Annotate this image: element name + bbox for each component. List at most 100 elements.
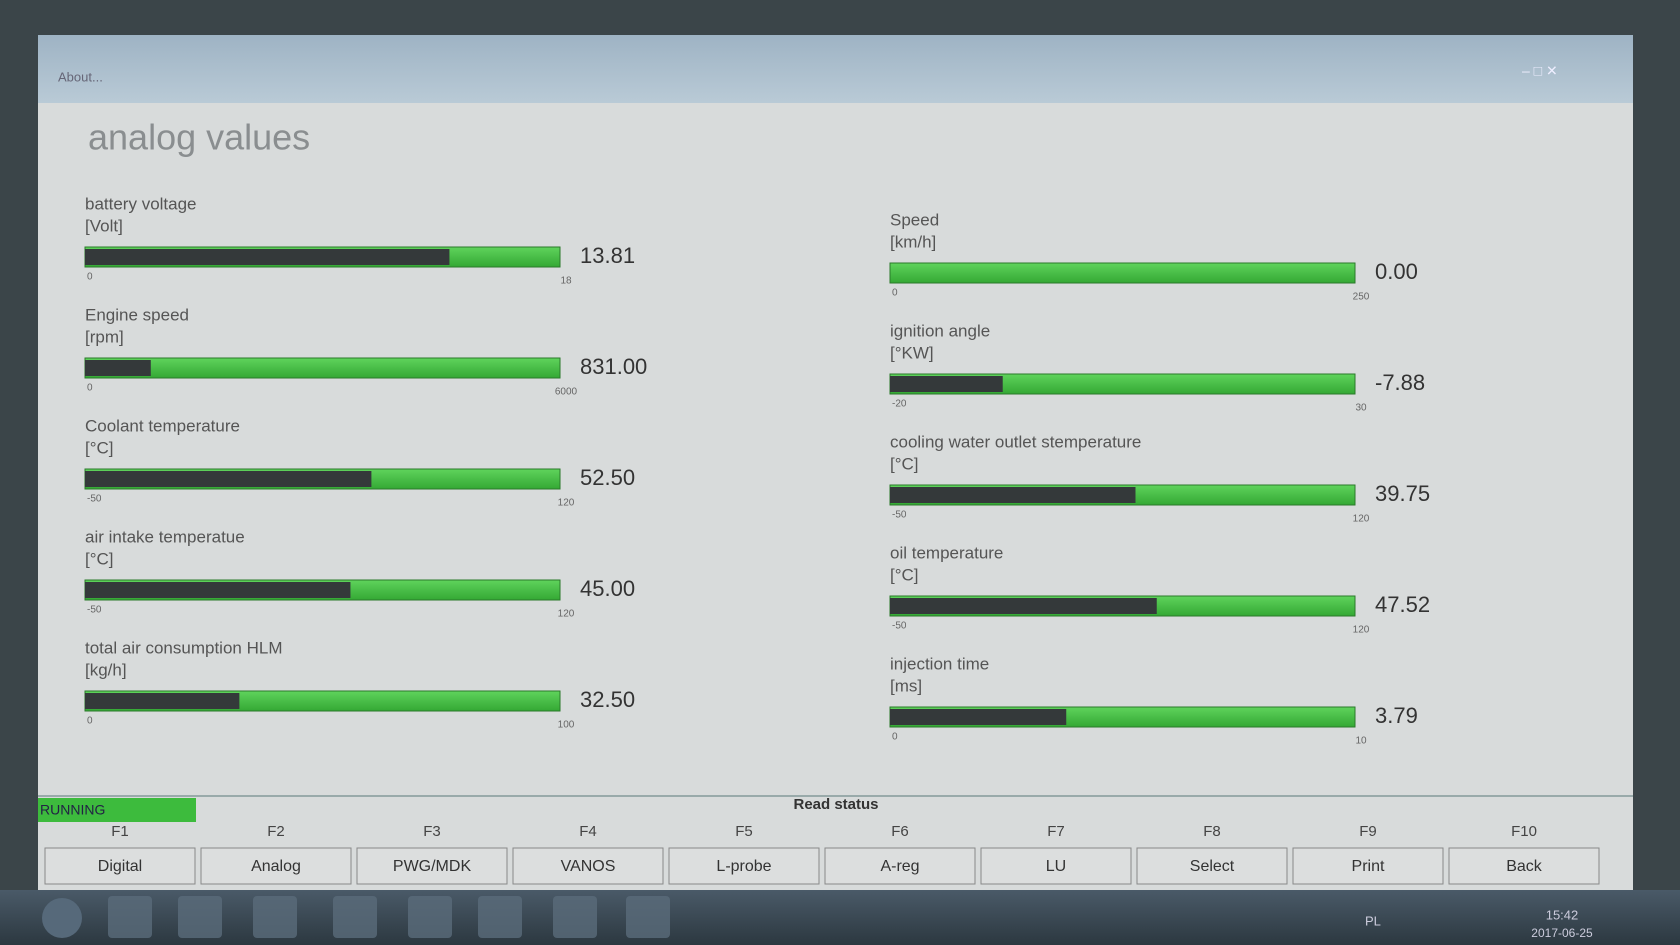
clock-date: 2017-06-25 xyxy=(1531,926,1593,940)
function-label[interactable]: VANOS xyxy=(561,858,616,875)
gauge-fill xyxy=(85,249,450,265)
window xyxy=(38,35,1633,890)
taskbar-icon[interactable] xyxy=(333,896,377,938)
status-state: RUNNING xyxy=(40,802,105,818)
taskbar-icon[interactable] xyxy=(626,896,670,938)
gauge-unit: [°C] xyxy=(890,454,919,473)
gauge-min: -50 xyxy=(892,510,907,521)
function-key: F1 xyxy=(111,823,129,840)
taskbar-icon[interactable] xyxy=(553,896,597,938)
function-key: F6 xyxy=(891,823,909,840)
start-button[interactable] xyxy=(42,898,82,938)
gauge-fill xyxy=(890,376,1003,392)
function-button[interactable] xyxy=(512,847,664,885)
gauge-min: -50 xyxy=(87,494,102,505)
gauge-track xyxy=(889,262,1356,284)
gauge-label: total air consumption HLM xyxy=(85,638,282,657)
gauge-min: 0 xyxy=(892,732,898,743)
gauge-fill xyxy=(890,709,1067,725)
gauge-label: ignition angle xyxy=(890,321,990,340)
gauge-label: Engine speed xyxy=(85,305,189,324)
function-key: F9 xyxy=(1359,823,1377,840)
function-button[interactable] xyxy=(1136,847,1288,885)
clock-time: 15:42 xyxy=(1546,907,1579,922)
function-button[interactable] xyxy=(356,847,508,885)
status-message: Read status xyxy=(793,796,878,813)
gauge-fill xyxy=(85,471,372,487)
function-button[interactable] xyxy=(824,847,976,885)
function-button[interactable] xyxy=(200,847,352,885)
gauge-unit: [°C] xyxy=(85,549,114,568)
gauge-fill xyxy=(890,487,1136,503)
function-label[interactable]: Analog xyxy=(251,858,301,875)
gauge-track xyxy=(84,357,561,379)
function-label[interactable]: Digital xyxy=(98,858,142,875)
gauge-max: 120 xyxy=(558,609,575,620)
gauge-min: -50 xyxy=(87,605,102,616)
function-label[interactable]: LU xyxy=(1046,858,1066,875)
gauge-min: 0 xyxy=(87,383,93,394)
gauge-max: 100 xyxy=(558,720,575,731)
menu-about[interactable]: About... xyxy=(58,69,103,84)
function-label[interactable]: L-probe xyxy=(716,858,771,875)
function-key: F2 xyxy=(267,823,285,840)
page-title: analog values xyxy=(88,117,310,158)
function-label[interactable]: Back xyxy=(1506,858,1543,875)
function-key: F10 xyxy=(1511,823,1537,840)
function-button[interactable] xyxy=(1448,847,1600,885)
gauge-value: -7.88 xyxy=(1375,370,1425,395)
gauge-min: 0 xyxy=(87,272,93,283)
taskbar-icon[interactable] xyxy=(408,896,452,938)
taskbar-icon[interactable] xyxy=(478,896,522,938)
function-label[interactable]: A-reg xyxy=(880,858,919,875)
taskbar-icon[interactable] xyxy=(178,896,222,938)
gauge-max: 6000 xyxy=(555,387,578,398)
gauge-fill xyxy=(85,360,151,376)
gauge-fill xyxy=(85,693,240,709)
function-label[interactable]: Select xyxy=(1190,858,1235,875)
gauge-unit: [rpm] xyxy=(85,327,124,346)
gauge-value: 52.50 xyxy=(580,465,635,490)
taskbar xyxy=(0,890,1680,945)
function-button[interactable] xyxy=(1292,847,1444,885)
separator xyxy=(38,795,1633,797)
taskbar-icon[interactable] xyxy=(253,896,297,938)
status-indicator xyxy=(38,798,196,822)
gauge-label: Speed xyxy=(890,210,939,229)
gauge-unit: [ms] xyxy=(890,676,922,695)
gauge-unit: [Volt] xyxy=(85,216,123,235)
gauge-max: 10 xyxy=(1355,736,1367,747)
gauge-min: 0 xyxy=(892,288,898,299)
window-controls[interactable]: – □ ✕ xyxy=(1522,63,1558,79)
language: PL xyxy=(1365,913,1381,928)
gauge-value: 32.50 xyxy=(580,687,635,712)
gauge-unit: [kg/h] xyxy=(85,660,127,679)
gauge-unit: [km/h] xyxy=(890,232,936,251)
function-key: F3 xyxy=(423,823,441,840)
gauge-label: Coolant temperature xyxy=(85,416,240,435)
function-label[interactable]: PWG/MDK xyxy=(393,858,472,875)
gauge-value: 13.81 xyxy=(580,243,635,268)
function-key: F8 xyxy=(1203,823,1221,840)
gauge-unit: [°KW] xyxy=(890,343,934,362)
taskbar-icon[interactable] xyxy=(108,896,152,938)
gauge-min: -50 xyxy=(892,621,907,632)
gauge-label: battery voltage xyxy=(85,194,197,213)
gauge-unit: [°C] xyxy=(890,565,919,584)
gauge-value: 45.00 xyxy=(580,576,635,601)
gauge-max: 250 xyxy=(1353,292,1370,303)
gauge-label: air intake temperatue xyxy=(85,527,245,546)
function-button[interactable] xyxy=(980,847,1132,885)
gauge-max: 120 xyxy=(1353,625,1370,636)
gauge-value: 39.75 xyxy=(1375,481,1430,506)
function-button[interactable] xyxy=(668,847,820,885)
function-button[interactable] xyxy=(44,847,196,885)
function-key: F5 xyxy=(735,823,753,840)
gauge-value: 831.00 xyxy=(580,354,647,379)
gauge-min: -20 xyxy=(892,399,907,410)
function-label[interactable]: Print xyxy=(1352,858,1385,875)
gauge-fill xyxy=(890,598,1157,614)
title-bar xyxy=(38,35,1633,103)
